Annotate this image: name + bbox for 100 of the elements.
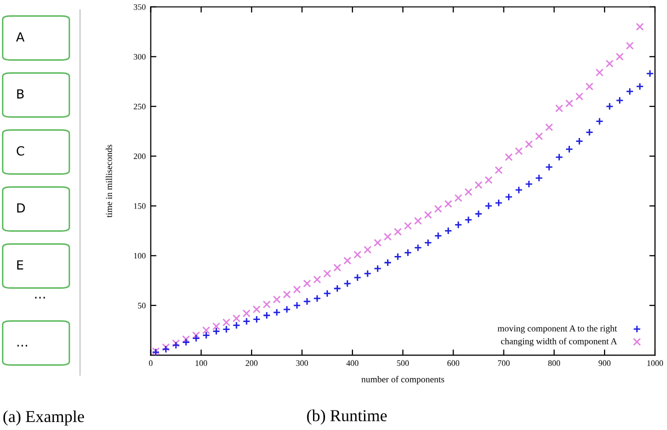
- x-axis-title: number of components: [361, 376, 444, 384]
- point: [596, 117, 604, 126]
- legend-label: changing width of component A: [501, 338, 618, 346]
- point: [484, 176, 493, 184]
- point: [232, 314, 240, 322]
- x-tick-label: 200: [246, 360, 258, 366]
- point: [222, 325, 230, 334]
- x-tick-label: 100: [196, 360, 208, 366]
- point: [404, 222, 412, 230]
- point: [293, 286, 301, 294]
- point: [182, 335, 190, 344]
- x-tick-label: 0: [148, 360, 153, 366]
- x-tick-label: 900: [598, 360, 610, 366]
- x-tick-label: 400: [346, 360, 358, 366]
- point: [212, 322, 220, 330]
- point: [524, 180, 533, 188]
- x-tick-label: 700: [498, 360, 510, 366]
- point: [303, 280, 312, 288]
- point: [202, 331, 210, 340]
- point: [303, 297, 312, 306]
- x-tick-label: 800: [548, 360, 560, 366]
- point: [636, 82, 644, 90]
- point: [626, 88, 634, 96]
- point: [596, 68, 604, 77]
- point: [232, 321, 240, 330]
- legend-label: moving component A to the right: [498, 325, 618, 334]
- x-tick-label: 300: [296, 360, 308, 366]
- point: [414, 216, 422, 225]
- point: [252, 315, 261, 324]
- point: [313, 294, 322, 302]
- point: [343, 256, 352, 265]
- point: [555, 104, 564, 112]
- point: [282, 290, 291, 298]
- point: [535, 174, 543, 182]
- point: [606, 60, 614, 68]
- point: [494, 166, 503, 174]
- point: [565, 99, 574, 108]
- point: [545, 123, 554, 132]
- point: [394, 228, 402, 236]
- y-tick-label: 350: [134, 4, 146, 10]
- point: [424, 238, 432, 247]
- point: [374, 238, 382, 247]
- point: [514, 186, 523, 194]
- point: [444, 226, 452, 235]
- point: [464, 188, 472, 196]
- text: D: [17, 203, 25, 212]
- text: C: [16, 146, 24, 156]
- point: [535, 132, 543, 140]
- point: [323, 290, 332, 298]
- point: [252, 305, 261, 314]
- point: [222, 318, 230, 326]
- point: [384, 258, 392, 267]
- point: [293, 301, 301, 310]
- text: …: [17, 344, 28, 346]
- y-tick-label: 100: [134, 253, 146, 259]
- point: [464, 216, 472, 224]
- y-tick-label: 50: [138, 302, 146, 308]
- point: [545, 163, 554, 172]
- text: …: [35, 296, 45, 298]
- point: [343, 280, 352, 288]
- y-tick-label: 300: [134, 54, 146, 60]
- x-tick-label: 1000: [647, 360, 664, 366]
- point: [323, 270, 332, 278]
- point: [474, 210, 482, 218]
- point: [616, 96, 624, 104]
- point: [616, 52, 624, 61]
- text: (b) Runtime: [307, 410, 387, 425]
- point: [504, 153, 513, 162]
- x-tick-label: 600: [447, 360, 460, 366]
- point: [434, 204, 442, 213]
- point: [524, 140, 533, 148]
- text: A: [16, 32, 24, 42]
- point: [272, 308, 281, 316]
- point: [212, 327, 220, 336]
- point: [313, 276, 322, 284]
- point: [454, 194, 462, 202]
- point: [202, 326, 210, 334]
- point: [192, 334, 200, 342]
- point: [454, 220, 462, 229]
- point: [514, 147, 523, 156]
- point: [474, 181, 482, 189]
- point: [374, 264, 382, 273]
- point: [504, 193, 513, 201]
- point: [646, 70, 654, 78]
- point: [424, 210, 432, 219]
- point: [192, 331, 200, 340]
- y-tick-label: 200: [134, 154, 146, 160]
- x-tick-label: 500: [397, 360, 409, 366]
- text: B: [17, 89, 24, 98]
- y-tick-label: 150: [134, 203, 146, 209]
- text: (a) Example: [3, 410, 84, 426]
- point: [272, 296, 281, 304]
- point: [242, 317, 250, 326]
- point: [242, 309, 250, 318]
- point: [585, 82, 594, 90]
- point: [555, 153, 564, 162]
- point: [494, 198, 503, 207]
- point: [262, 311, 271, 320]
- point: [575, 137, 584, 146]
- text: E: [17, 260, 24, 270]
